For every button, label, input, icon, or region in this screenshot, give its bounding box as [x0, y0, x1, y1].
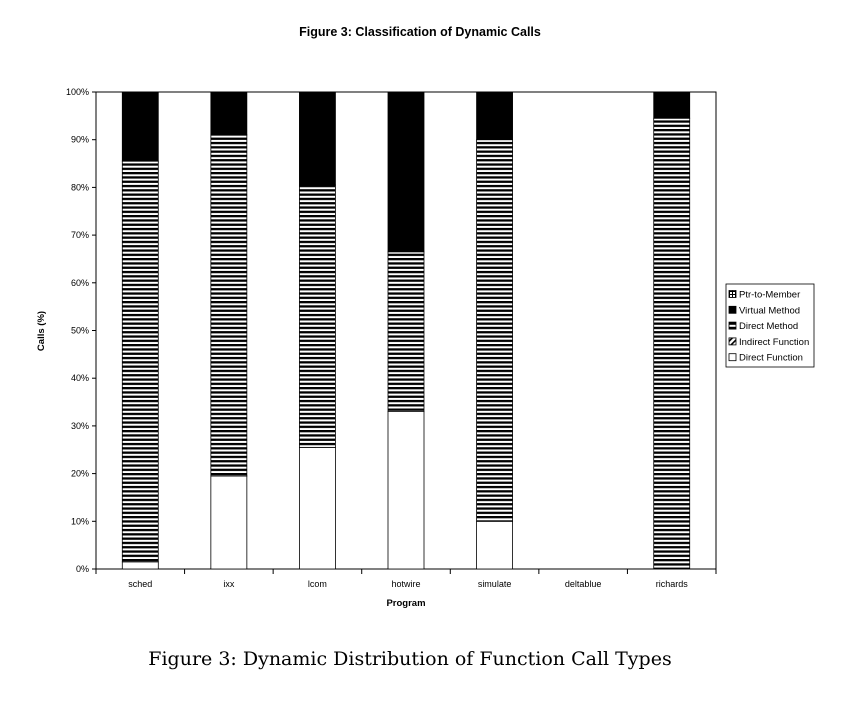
x-tick-label: ixx [223, 579, 234, 589]
y-tick-label: 40% [71, 373, 89, 383]
bar-segment-direct-method [210, 134, 248, 477]
bar-segment-direct-function [387, 411, 425, 570]
bar-segment-direct-method [653, 117, 691, 570]
x-tick-label: hotwire [391, 579, 420, 589]
y-tick-label: 50% [71, 326, 89, 336]
legend: Ptr-to-Member Virtual Method Direct Method… [725, 283, 815, 368]
bar-segment-virtual-method [653, 91, 691, 119]
y-tick-label: 70% [71, 230, 89, 240]
bar-segment-virtual-method [210, 91, 248, 136]
legend-label: Virtual Method [739, 305, 800, 316]
y-tick-label: 20% [71, 469, 89, 479]
legend-swatch [728, 290, 737, 298]
legend-box [725, 283, 815, 368]
y-tick-label: 90% [71, 135, 89, 145]
legend-label: Indirect Function [739, 337, 809, 348]
x-tick-label: simulate [478, 579, 512, 589]
bar-segment-direct-function [210, 475, 248, 570]
legend-label: Ptr-to-Member [739, 290, 800, 301]
x-tick-label: richards [656, 579, 689, 589]
y-tick-label: 30% [71, 421, 89, 431]
y-tick-label: 10% [71, 516, 89, 526]
y-tick-label: 0% [76, 564, 89, 574]
bar-segment-virtual-method [299, 91, 336, 186]
bar-segment-direct-function [121, 561, 159, 570]
legend-label: Direct Function [739, 353, 803, 364]
bar-segment-virtual-method [476, 91, 513, 141]
bar-segment-direct-method [121, 160, 159, 563]
bar-segment-direct-method [387, 251, 425, 412]
legend-label: Direct Method [739, 321, 798, 332]
chart-title: Figure 3: Classification of Dynamic Call… [299, 25, 541, 39]
y-tick-label: 60% [71, 278, 89, 288]
x-tick-label: lcom [308, 579, 327, 589]
legend-swatch [728, 353, 737, 362]
bar-segment-direct-method [299, 184, 336, 448]
y-tick-label: 100% [66, 87, 89, 97]
x-axis-label: Program [386, 598, 425, 609]
bar-segment-direct-method [476, 139, 513, 522]
bar-segment-direct-function [476, 520, 513, 570]
bar-segment-direct-function [299, 446, 336, 570]
plot-area: 0% 10% 20% 30% 40% 50% 60% 70% 80% 90% 100% sched ix… [66, 87, 717, 589]
figure-caption: Figure 3: Dynamic Distribution of Functi… [148, 648, 671, 670]
legend-swatch [728, 337, 737, 346]
y-tick-label: 80% [71, 182, 89, 192]
bar-segment-virtual-method [387, 91, 425, 253]
legend-swatch [728, 305, 737, 314]
bar-segment-virtual-method [121, 91, 159, 162]
x-tick-label: deltablue [565, 579, 602, 589]
x-tick-label: sched [128, 579, 152, 589]
y-axis-label: Calls (%) [36, 311, 47, 351]
legend-swatch [728, 321, 737, 330]
